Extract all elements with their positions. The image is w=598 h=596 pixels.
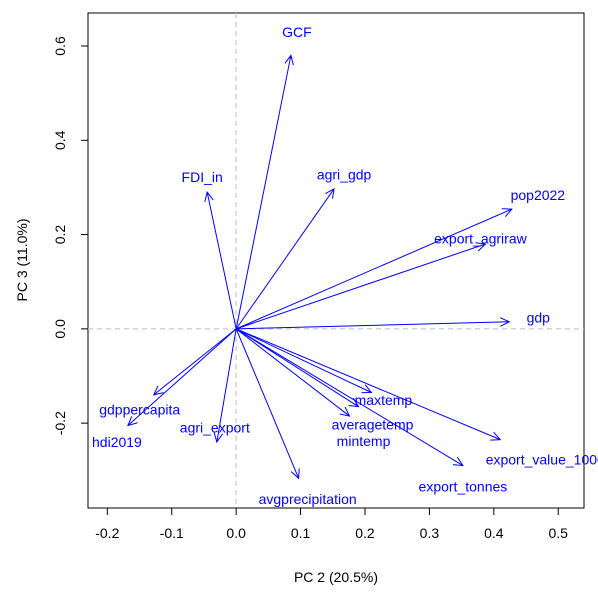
vector-label-pop2022: pop2022 (511, 187, 566, 203)
vector-label-FDI_in: FDI_in (182, 169, 223, 185)
vector-shaft-mintemp (236, 329, 349, 416)
vector-label-averagetemp: averagetemp (332, 416, 414, 432)
vector-label-avgprecipitation: avgprecipitation (259, 491, 357, 507)
vector-mintemp (236, 329, 349, 416)
y-tick-label: 0.6 (52, 36, 68, 56)
x-tick-label: 0.1 (291, 525, 311, 541)
vector-gdp (236, 318, 509, 329)
vector-label-export_agriraw: export_agriraw (434, 231, 527, 247)
y-axis: -0.2 0.0 0.2 0.4 0.6 (52, 36, 88, 435)
vector-label-mintemp: mintemp (337, 433, 391, 449)
vector-shaft-gdp (236, 322, 509, 329)
vector-gdppercapita (154, 329, 236, 395)
vector-label-maxtemp: maxtemp (355, 392, 413, 408)
x-tick-label: 0.5 (548, 525, 568, 541)
vector-label-agri_export: agri_export (180, 420, 250, 436)
vector-label-agri_gdp: agri_gdp (317, 167, 372, 183)
x-tick-label: 0.3 (420, 525, 440, 541)
vector-shaft-GCF (236, 55, 291, 328)
vector-shaft-export_agriraw (236, 244, 485, 329)
x-tick-label: 0.4 (484, 525, 504, 541)
y-axis-title: PC 3 (11.0%) (14, 219, 30, 302)
y-tick-label: -0.2 (52, 411, 68, 435)
vector-labels: GCF FDI_in agri_gdp pop2022 export_agrirawgd… (92, 24, 598, 507)
vector-label-export_tonnes: export_tonnes (419, 478, 508, 494)
x-axis-title: PC 2 (20.5%) (294, 569, 378, 585)
vector-label-GCF: GCF (282, 24, 312, 40)
vector-export_agriraw (236, 243, 485, 329)
vector-maxtemp (236, 329, 371, 393)
y-tick-label: 0.2 (52, 225, 68, 245)
x-tick-label: 0.0 (226, 525, 246, 541)
x-tick-label: -0.1 (160, 525, 184, 541)
vector-averagetemp (236, 329, 358, 407)
vector-FDI_in (205, 192, 236, 329)
vector-label-gdp: gdp (527, 309, 551, 325)
vector-shaft-averagetemp (236, 329, 358, 407)
x-axis: -0.2 -0.1 0.0 0.1 0.2 0.3 0.4 0.5 (95, 508, 568, 541)
vector-shaft-FDI_in (207, 192, 236, 329)
x-tick-label: -0.2 (95, 525, 119, 541)
vector-label-export_value_1000: export_value_1000 (486, 451, 598, 467)
vector-shaft-gdppercapita (154, 329, 236, 395)
y-tick-label: 0.0 (52, 319, 68, 339)
vector-pop2022 (236, 209, 512, 329)
y-tick-label: 0.4 (52, 130, 68, 150)
vector-label-hdi2019: hdi2019 (92, 434, 142, 450)
vector-shaft-maxtemp (236, 329, 371, 393)
x-tick-label: 0.2 (355, 525, 375, 541)
loading-vectors (128, 55, 512, 478)
vector-label-gdppercapita: gdppercapita (99, 402, 180, 418)
